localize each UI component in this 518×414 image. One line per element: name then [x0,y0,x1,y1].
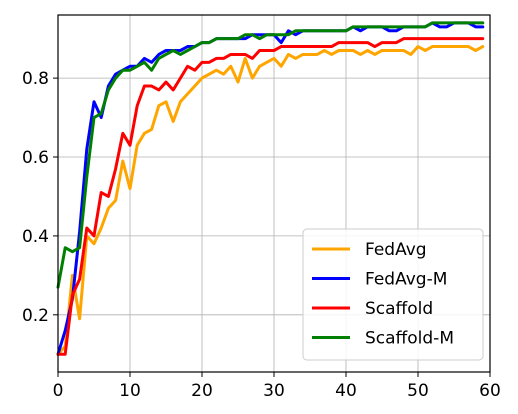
y-tick-label-1: 0.4 [22,227,49,247]
legend: FedAvg FedAvg-M Scaffold Scaffold-M [302,228,484,361]
series-line-scaffold-m [56,21,485,289]
series-line-scaffold [56,37,485,356]
series-line-fedavg [56,45,485,356]
x-tick-label-5: 50 [407,381,429,401]
x-tick-label-3: 30 [263,381,285,401]
y-tick-label-2: 0.6 [22,148,49,168]
x-tick-label-0: 0 [53,381,64,401]
axes: 0 10 20 30 40 50 60 0.2 0.4 0.6 0.8 [22,69,501,401]
legend-box [302,228,484,361]
legend-label-fedavg-m: FedAvg-M [365,270,447,290]
x-tick-label-4: 40 [335,381,357,401]
legend-label-scaffold: Scaffold [365,299,433,319]
series-lines [56,21,485,356]
x-tick-label-2: 20 [191,381,213,401]
legend-label-scaffold-m: Scaffold-M [365,329,454,349]
x-tick-label-6: 60 [479,381,501,401]
y-tick-label-3: 0.8 [22,69,49,89]
y-tick-label-0: 0.2 [22,306,49,326]
x-tick-label-1: 10 [119,381,141,401]
legend-label-fedavg: FedAvg [365,240,427,260]
